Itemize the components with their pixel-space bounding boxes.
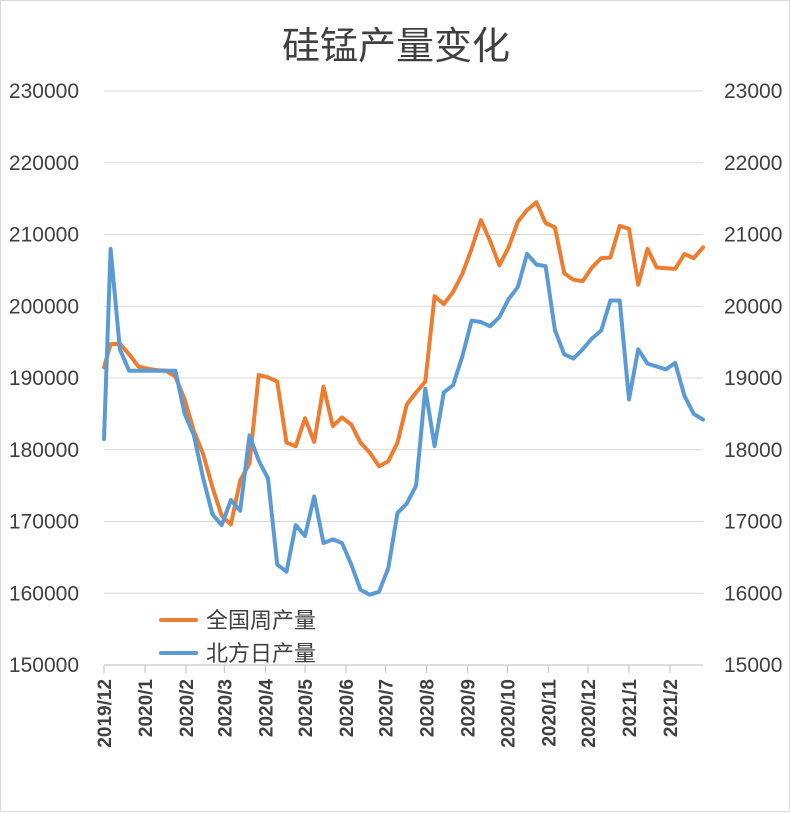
x-tick-label: 2020/4: [256, 679, 277, 738]
left-tick-label: 220000: [9, 152, 79, 175]
legend: 全国周产量 北方日产量: [159, 609, 316, 667]
left-tick-label: 180000: [9, 439, 79, 462]
right-tick-label: 21000: [724, 224, 782, 247]
right-tick-label: 23000: [724, 80, 782, 103]
x-tick-label: 2020/5: [296, 679, 317, 738]
left-tick-label: 230000: [9, 80, 79, 103]
series-line-national-weekly: [102, 200, 705, 527]
right-tick-label: 17000: [724, 511, 782, 534]
x-axis-ticks: 2019/12 2020/1 2020/2 2020/3 2020/4 2020/5 202…: [95, 665, 682, 748]
chart-title: 硅锰产量变化: [282, 24, 510, 68]
left-tick-label: 150000: [9, 654, 79, 677]
right-tick-label: 19000: [724, 367, 782, 390]
right-tick-label: 15000: [724, 654, 782, 677]
x-tick-label: 2020/6: [337, 679, 358, 737]
x-tick-label: 2020/12: [579, 679, 600, 748]
x-tick-label: 2020/2: [177, 679, 198, 737]
x-tick-label: 2020/1: [136, 679, 157, 738]
x-tick-label: 2020/10: [498, 679, 519, 748]
x-tick-label: 2020/11: [539, 679, 560, 747]
left-tick-label: 200000: [9, 295, 79, 318]
x-tick-label: 2020/9: [459, 679, 480, 737]
left-tick-label: 160000: [9, 582, 79, 605]
left-tick-label: 170000: [9, 511, 79, 534]
grid-layer: [104, 90, 703, 666]
right-tick-label: 18000: [724, 439, 782, 462]
left-tick-label: 210000: [9, 224, 79, 247]
right-axis-ticks: 15000 16000 17000 18000 19000 20000 21000 22000…: [724, 80, 782, 677]
x-tick-label: 2019/12: [95, 679, 116, 748]
x-tick-label: 2020/3: [215, 679, 236, 737]
x-tick-label: 2021/2: [661, 679, 682, 737]
series-line-north-daily: [102, 246, 705, 597]
legend-label-north-daily: 北方日产量: [206, 642, 316, 667]
x-tick-label: 2020/8: [418, 679, 439, 737]
left-tick-label: 190000: [9, 367, 79, 390]
series-layer: [102, 200, 705, 597]
legend-label-national-weekly: 全国周产量: [206, 609, 316, 634]
right-tick-label: 16000: [724, 582, 782, 605]
x-tick-label: 2021/1: [620, 679, 641, 738]
x-tick-label: 2020/7: [377, 679, 398, 737]
right-tick-label: 22000: [724, 152, 782, 175]
left-axis-ticks: 150000 160000 170000 180000 190000 200000 2100…: [9, 80, 79, 677]
right-tick-label: 20000: [724, 295, 782, 318]
